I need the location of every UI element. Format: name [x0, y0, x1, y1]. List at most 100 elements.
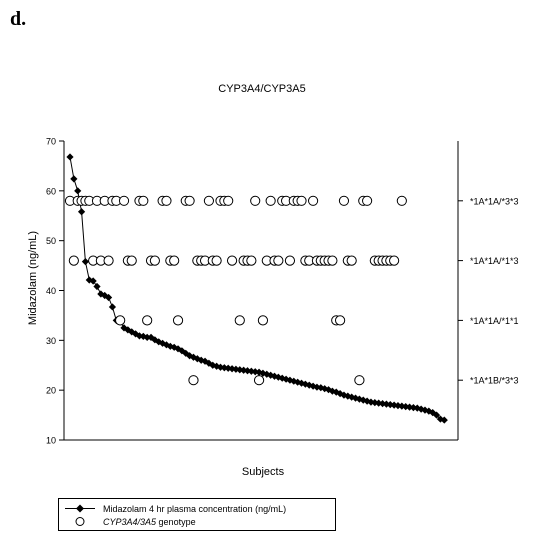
midazolam-point: [425, 407, 433, 415]
legend-label-midazolam: Midazolam 4 hr plasma concentration (ng/…: [103, 503, 287, 514]
midazolam-point: [143, 333, 151, 341]
genotype-point: [389, 255, 400, 266]
filled-diamond-line-icon: [65, 504, 95, 513]
midazolam-point: [220, 364, 228, 372]
midazolam-point: [274, 373, 282, 381]
genotype-point: [354, 375, 365, 386]
midazolam-point: [321, 385, 329, 393]
y-tick-label: 50: [46, 236, 56, 246]
genotype-label: *1A*1A/*1*3: [470, 256, 519, 266]
genotype-point: [253, 375, 265, 386]
genotype-labels: *1A*1A/*3*3 *1A*1A/*1*3 *1A*1A/*1*1 *1A*1B/…: [458, 196, 519, 386]
midazolam-point: [108, 303, 117, 311]
midazolam-point: [270, 372, 279, 380]
genotype-point: [211, 255, 222, 266]
genotype-point: [161, 195, 172, 206]
legend-label-genotype-italic: CYP3A4/3A5: [103, 516, 157, 527]
midazolam-point: [348, 393, 356, 401]
y-ticks: 10 20 30 40 50 60 70: [46, 137, 64, 446]
midazolam-point: [85, 276, 93, 284]
midazolam-point: [201, 357, 209, 365]
genotype-point: [126, 255, 137, 266]
chart-title: CYP3A4/CYP3A5: [218, 83, 305, 95]
midazolam-point: [421, 406, 429, 414]
genotype-point: [362, 195, 373, 206]
genotype-point: [327, 255, 338, 266]
legend-item-genotype: CYP3A4/3A5 genotype: [63, 515, 196, 528]
y-tick-label: 30: [46, 336, 56, 346]
axes: [63, 141, 459, 441]
midazolam-point: [402, 403, 410, 411]
midazolam-point: [213, 362, 221, 370]
midazolam-point: [166, 342, 174, 350]
genotype-point: [184, 195, 195, 206]
genotype-label: *1A*1A/*1*1: [470, 316, 519, 326]
legend: Midazolam 4 hr plasma concentration (ng/…: [58, 498, 336, 531]
genotype-point: [257, 315, 269, 326]
midazolam-point: [147, 333, 155, 341]
x-axis-label: Subjects: [242, 466, 285, 478]
midazolam-point: [263, 370, 271, 378]
midazolam-point: [159, 339, 167, 347]
midazolam-point: [367, 398, 375, 406]
genotype-point: [149, 255, 160, 266]
y-tick-label: 10: [46, 436, 56, 446]
genotype-label: *1A*1A/*3*3: [470, 196, 519, 206]
midazolam-point: [294, 378, 302, 386]
genotype-point: [203, 195, 215, 206]
midazolam-point: [413, 404, 421, 412]
midazolam-point: [351, 394, 360, 402]
midazolam-point: [305, 381, 313, 389]
genotype-point: [172, 315, 184, 326]
midazolam-point: [243, 367, 252, 375]
y-tick-label: 60: [46, 186, 56, 196]
midazolam-point: [77, 208, 86, 216]
genotype-point: [296, 195, 307, 206]
genotype-point: [346, 255, 357, 266]
genotype-point: [284, 255, 296, 266]
midazolam-point: [93, 282, 101, 291]
genotype-point: [115, 315, 126, 326]
midazolam-point: [232, 365, 240, 373]
midazolam-point: [81, 257, 90, 266]
y-tick-label: 20: [46, 386, 56, 396]
midazolam-point: [317, 384, 325, 392]
midazolam-point: [313, 383, 321, 391]
midazolam-point: [405, 403, 414, 411]
legend-label-genotype-rest: genotype: [156, 516, 196, 527]
midazolam-point: [255, 368, 263, 376]
y-tick-label: 70: [46, 137, 56, 147]
genotype-point: [396, 195, 407, 206]
genotype-point: [335, 315, 346, 326]
genotype-point: [273, 255, 284, 266]
midazolam-point: [70, 175, 78, 183]
midazolam-point: [104, 293, 113, 302]
genotype-point: [188, 375, 199, 386]
midazolam-point: [440, 416, 448, 424]
genotype-point: [223, 195, 234, 206]
midazolam-point: [162, 341, 171, 349]
genotype-point: [118, 195, 130, 206]
genotype-point: [307, 195, 319, 206]
genotype-label: *1A*1B/*3*3: [470, 376, 519, 386]
genotype-point: [246, 255, 257, 266]
genotype-point: [234, 315, 245, 326]
midazolam-point: [205, 359, 213, 367]
midazolam-point: [89, 277, 97, 285]
genotype-point: [265, 195, 276, 206]
genotype-point: [338, 195, 350, 206]
legend-label-genotype: CYP3A4/3A5 genotype: [103, 517, 196, 527]
midazolam-point: [375, 399, 383, 407]
genotype-series: [64, 195, 407, 386]
midazolam-point: [236, 366, 244, 374]
y-tick-label: 40: [46, 286, 56, 296]
open-circle-icon: [75, 517, 85, 526]
midazolam-point: [378, 400, 387, 408]
midazolam-point: [155, 338, 163, 346]
midazolam-point: [182, 349, 190, 357]
midazolam-point: [74, 187, 82, 195]
genotype-point: [103, 255, 114, 266]
midazolam-point: [66, 153, 74, 161]
midazolam-series: [66, 153, 448, 424]
